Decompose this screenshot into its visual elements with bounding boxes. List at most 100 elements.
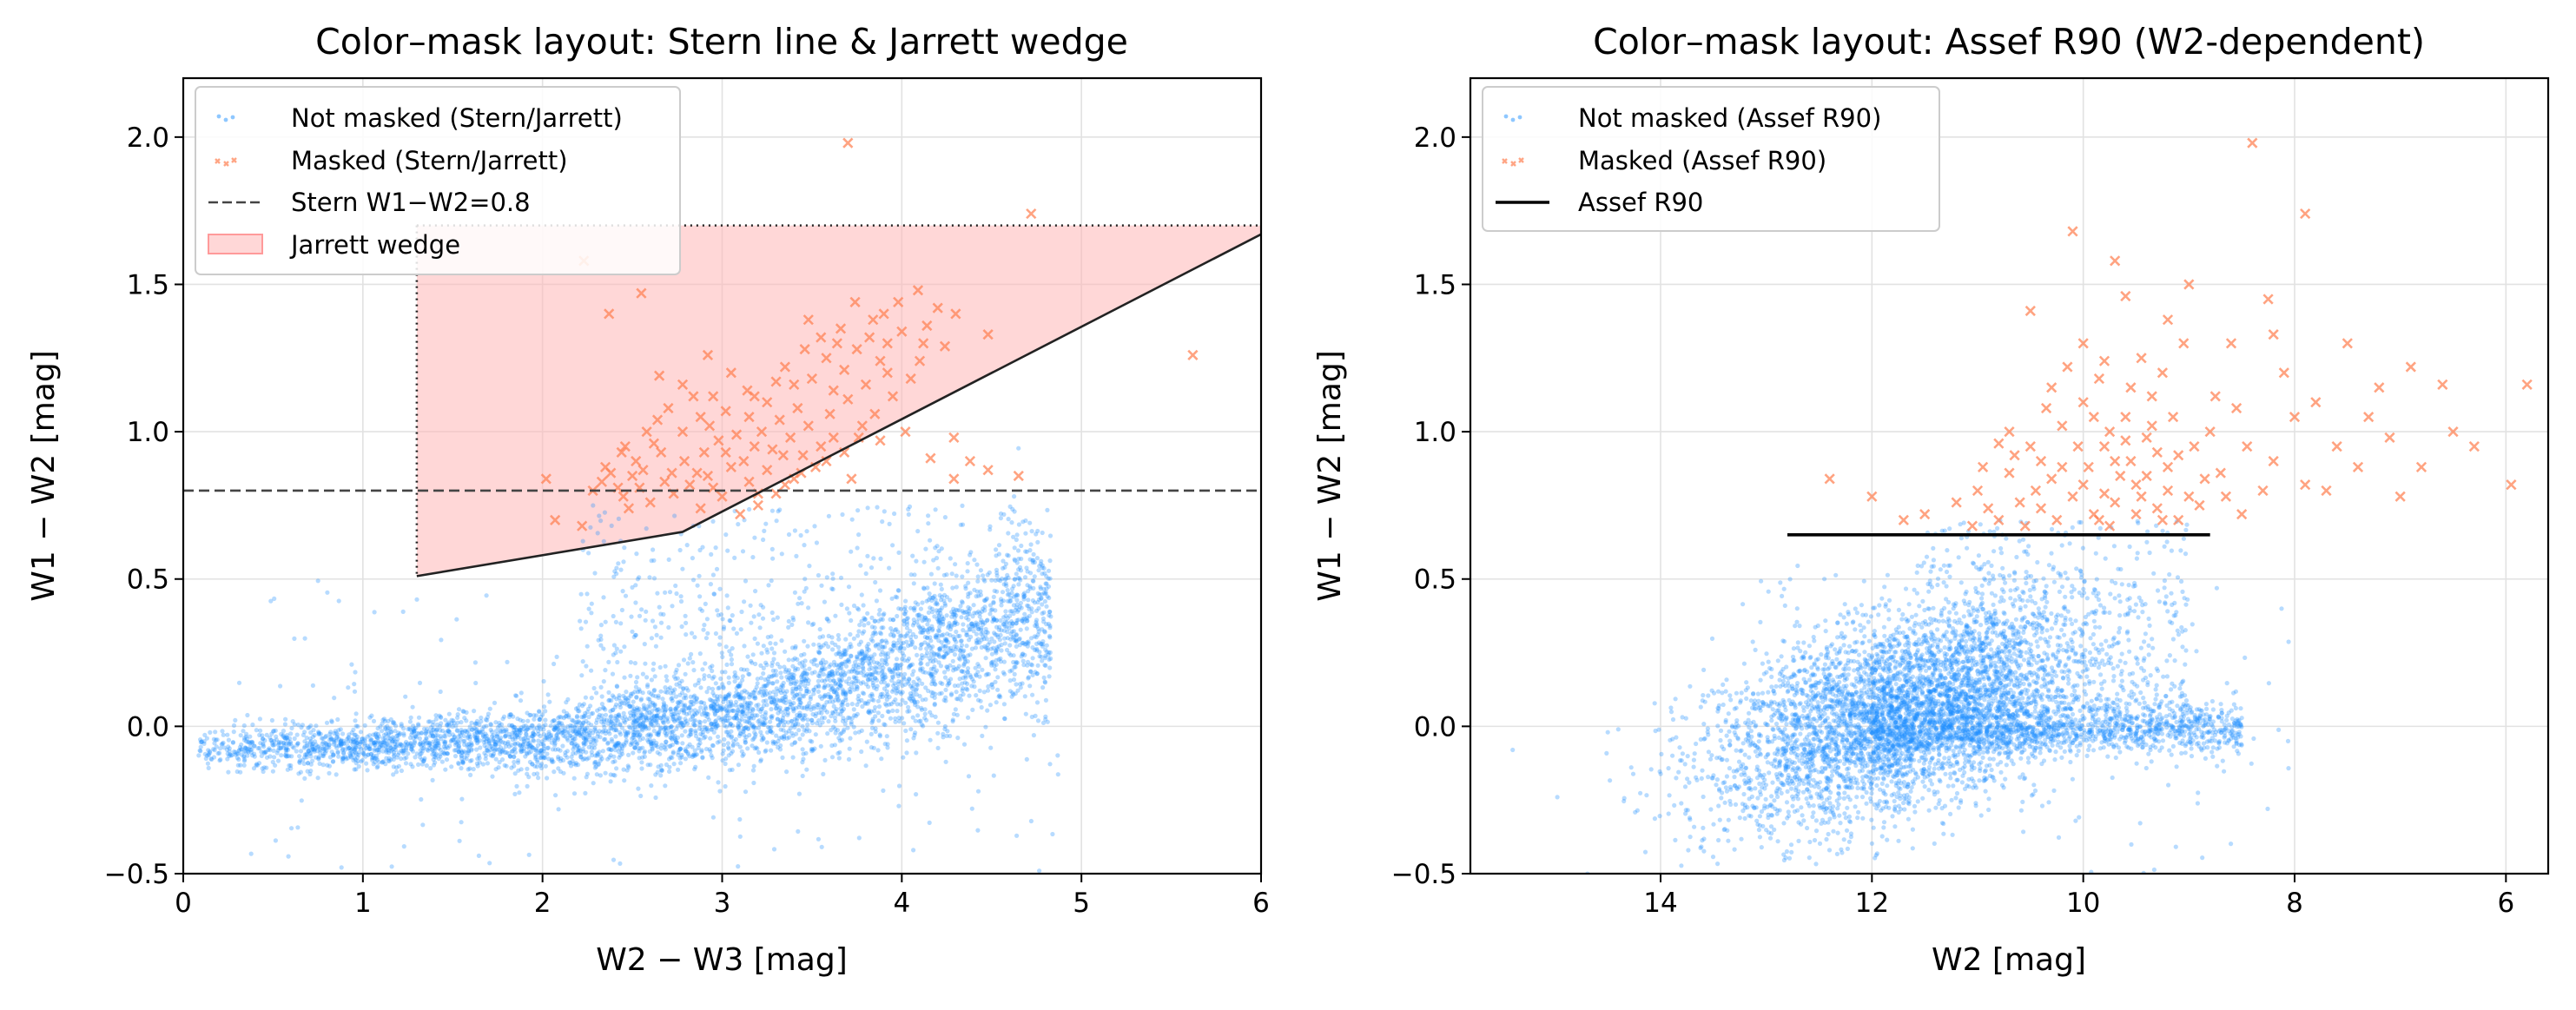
- not-masked-point: [287, 762, 292, 769]
- not-masked-point: [856, 650, 862, 656]
- not-masked-point: [650, 719, 655, 724]
- not-masked-point: [976, 593, 981, 598]
- not-masked-point: [818, 668, 824, 673]
- not-masked-point: [830, 586, 836, 592]
- not-masked-point: [555, 730, 561, 736]
- not-masked-point: [958, 645, 963, 650]
- not-masked-point: [1005, 629, 1010, 635]
- not-masked-point: [1001, 659, 1007, 664]
- not-masked-point: [763, 716, 769, 721]
- not-masked-point: [413, 734, 419, 739]
- not-masked-point: [961, 669, 967, 675]
- not-masked-point: [1003, 613, 1008, 618]
- not-masked-point: [279, 753, 284, 758]
- not-masked-point: [664, 674, 669, 679]
- not-masked-point: [581, 736, 586, 741]
- not-masked-point: [331, 742, 337, 747]
- not-masked-point: [492, 739, 499, 744]
- not-masked-point: [639, 712, 644, 717]
- not-masked-point: [911, 848, 916, 853]
- not-masked-point: [978, 592, 983, 597]
- not-masked-point: [904, 619, 909, 624]
- not-masked-point: [937, 619, 942, 624]
- not-masked-point: [263, 749, 268, 755]
- not-masked-point: [617, 693, 622, 698]
- not-masked-point: [702, 623, 707, 628]
- not-masked-point: [571, 729, 576, 734]
- not-masked-point: [341, 750, 347, 756]
- not-masked-point: [525, 710, 530, 716]
- not-masked-point: [927, 591, 932, 597]
- not-masked-point: [233, 717, 238, 723]
- not-masked-point: [948, 632, 953, 637]
- not-masked-point: [911, 606, 916, 611]
- not-masked-point: [643, 661, 648, 666]
- not-masked-point: [596, 714, 601, 720]
- not-masked-point: [557, 720, 562, 725]
- not-masked-point: [920, 625, 925, 630]
- not-masked-point: [1029, 663, 1034, 668]
- not-masked-point: [631, 712, 636, 718]
- not-masked-point: [570, 758, 575, 764]
- not-masked-point: [304, 743, 310, 749]
- not-masked-point: [473, 736, 479, 741]
- not-masked-point: [670, 698, 675, 703]
- not-masked-point: [692, 748, 697, 753]
- not-masked-point: [352, 682, 357, 687]
- not-masked-point: [842, 672, 848, 678]
- not-masked-point: [880, 694, 885, 699]
- not-masked-point: [493, 729, 499, 734]
- not-masked-point: [669, 736, 674, 741]
- not-masked-point: [201, 739, 207, 744]
- not-masked-point: [943, 687, 948, 693]
- not-masked-point: [608, 715, 613, 720]
- not-masked-point: [647, 710, 652, 716]
- not-masked-point: [712, 703, 717, 708]
- not-masked-point: [649, 741, 654, 746]
- not-masked-point: [876, 646, 882, 651]
- not-masked-point: [750, 743, 755, 749]
- not-masked-point: [271, 729, 276, 734]
- not-masked-point: [672, 711, 677, 716]
- not-masked-point: [849, 517, 855, 522]
- not-masked-point: [519, 746, 525, 751]
- not-masked-point: [381, 740, 386, 745]
- not-masked-point: [305, 761, 311, 766]
- not-masked-point: [299, 798, 304, 803]
- not-masked-point: [968, 591, 973, 596]
- not-masked-point: [260, 736, 265, 742]
- not-masked-point: [452, 748, 458, 753]
- not-masked-point: [609, 748, 614, 753]
- not-masked-point: [961, 691, 966, 697]
- not-masked-point: [913, 700, 918, 705]
- not-masked-point: [312, 747, 317, 752]
- not-masked-point: [791, 681, 796, 686]
- not-masked-point: [437, 713, 442, 718]
- not-masked-point: [340, 747, 345, 753]
- not-masked-point: [349, 662, 354, 667]
- not-masked-point: [883, 675, 888, 680]
- not-masked-point: [693, 752, 698, 757]
- not-masked-point: [453, 748, 459, 753]
- not-masked-point: [380, 760, 385, 765]
- not-masked-point: [838, 672, 843, 678]
- not-masked-point: [659, 768, 665, 773]
- not-masked-point: [613, 727, 618, 733]
- not-masked-point: [603, 712, 609, 717]
- not-masked-point: [285, 754, 290, 759]
- not-masked-point: [616, 741, 621, 746]
- not-masked-point: [721, 685, 726, 691]
- not-masked-point: [624, 768, 630, 773]
- not-masked-point: [287, 754, 292, 759]
- not-masked-point: [843, 718, 849, 723]
- not-masked-point: [594, 717, 600, 723]
- not-masked-point: [867, 647, 872, 652]
- not-masked-point: [935, 618, 941, 624]
- not-masked-point: [814, 711, 819, 716]
- not-masked-point: [849, 716, 855, 721]
- not-masked-point: [393, 744, 399, 749]
- not-masked-point: [977, 614, 982, 619]
- not-masked-point: [443, 739, 448, 744]
- not-masked-point: [595, 531, 600, 536]
- not-masked-point: [423, 731, 428, 736]
